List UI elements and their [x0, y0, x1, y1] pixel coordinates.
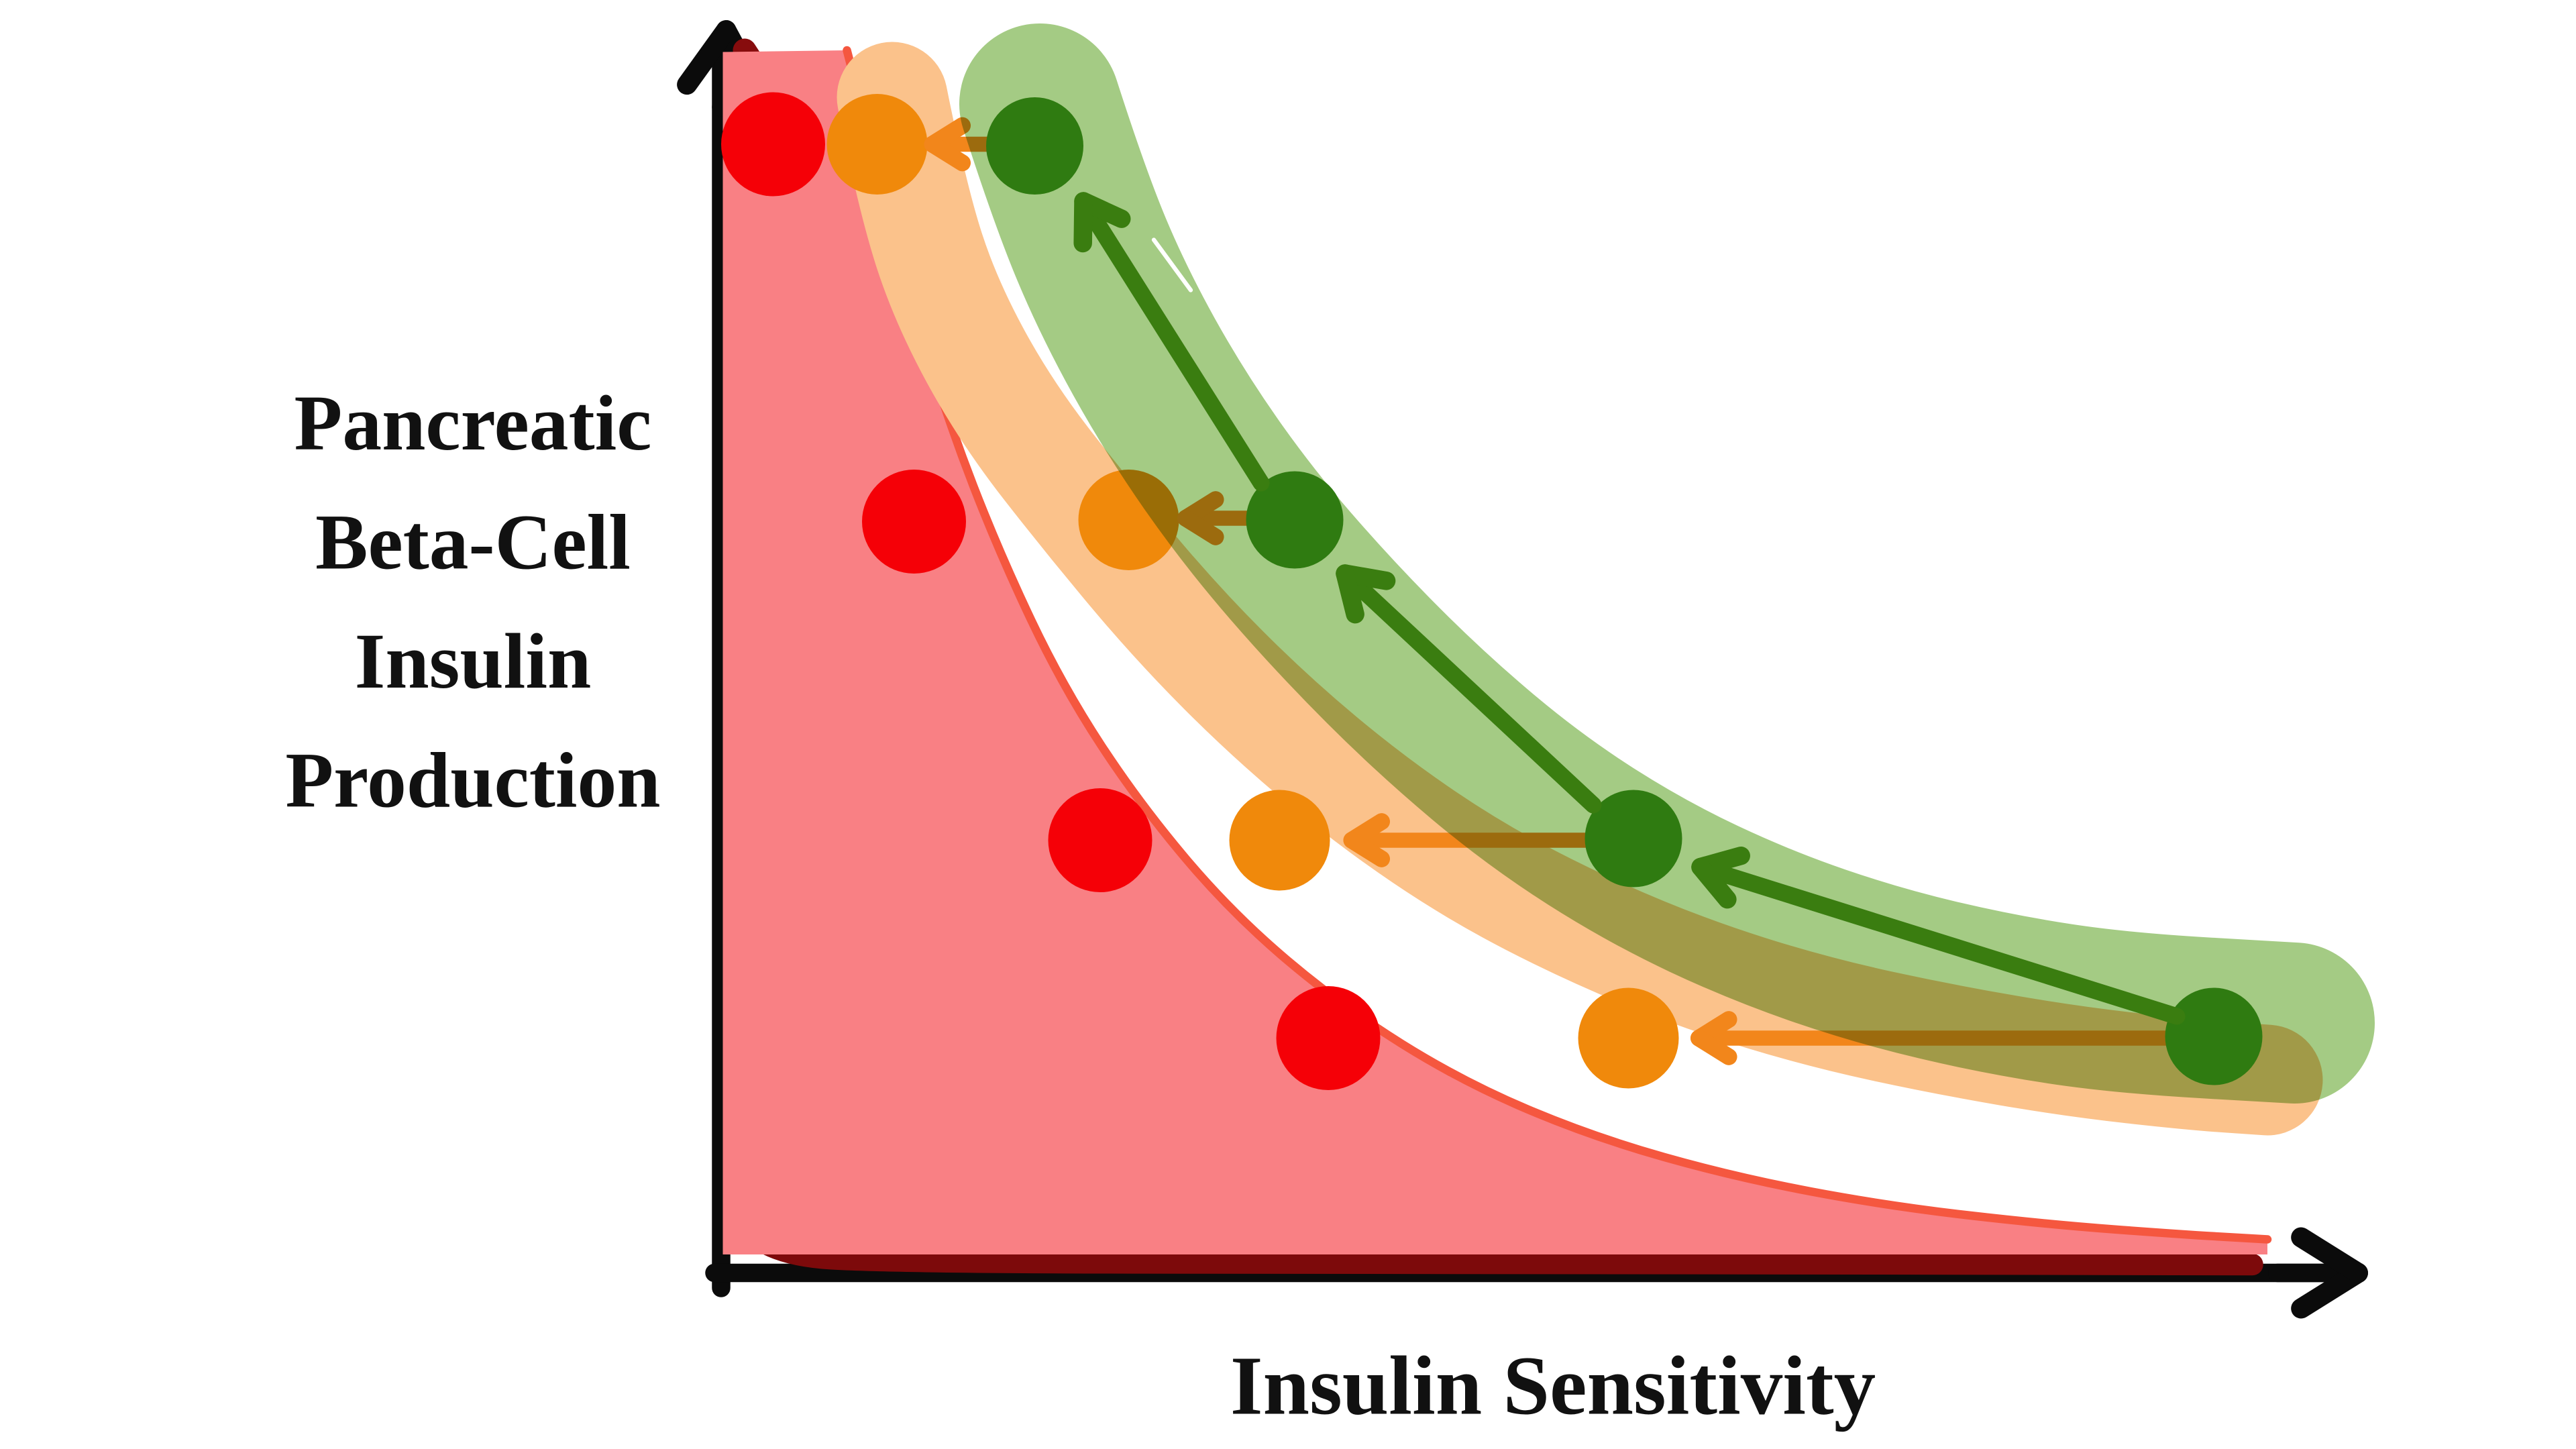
green-progression-arrow-head	[1336, 564, 1364, 624]
green-dot	[1585, 790, 1682, 888]
dark-red-accent-baseline	[727, 1206, 2263, 1276]
red-region	[722, 50, 2267, 1254]
x-axis-label: Insulin Sensitivity	[1230, 1340, 1876, 1433]
orange-dot	[1578, 987, 1679, 1089]
green-dot	[986, 97, 1083, 195]
y-axis-label-line-4: Production	[285, 737, 660, 824]
green-dot	[1246, 471, 1344, 569]
orange-shift-arrow-head	[1690, 1030, 1737, 1065]
orange-shift-arrow-head	[924, 136, 971, 172]
orange-dot	[1229, 790, 1330, 891]
plot-shapes	[677, 20, 2375, 1319]
green-progression-arrow-shaft	[1080, 201, 1270, 492]
y-axis-label-line-2: Beta-Cell	[315, 499, 631, 586]
green-progression-arrow-shaft	[1701, 861, 2186, 1025]
red-dot	[1048, 788, 1152, 892]
red-dot	[1276, 986, 1381, 1090]
marker-scratch	[1151, 237, 1193, 292]
y-axis-arrowhead-head	[677, 20, 737, 95]
red-dot	[862, 470, 966, 574]
axis-labels: Pancreatic Beta-Cell Insulin Production …	[285, 380, 1876, 1433]
x-axis-arrowhead-head	[2291, 1227, 2368, 1283]
red-dot	[721, 92, 825, 197]
green-progression-arrow-shaft	[1344, 572, 1602, 814]
green-dot	[2165, 987, 2263, 1085]
y-axis-label-line-3: Insulin	[355, 618, 592, 705]
green-progression-arrow-head	[1691, 857, 1737, 909]
orange-dot	[826, 94, 928, 195]
y-axis-label-line-1: Pancreatic	[294, 380, 652, 467]
orange-shift-arrow-head	[1343, 832, 1391, 867]
green-band	[959, 23, 2375, 1104]
